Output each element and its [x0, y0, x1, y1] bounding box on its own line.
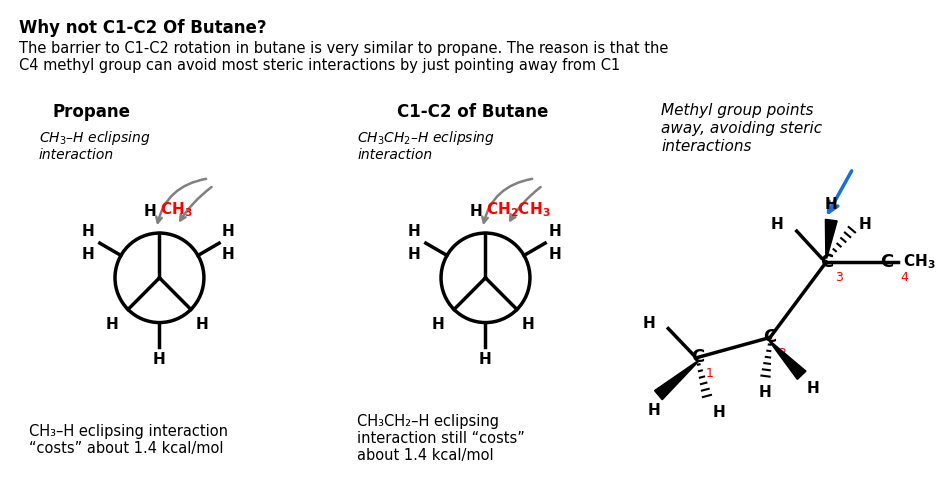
Text: H: H [759, 385, 771, 400]
Text: H: H [771, 216, 784, 232]
Text: interactions: interactions [662, 139, 751, 154]
Text: H: H [153, 352, 166, 367]
Text: Why not C1-C2 Of Butane?: Why not C1-C2 Of Butane? [19, 19, 267, 37]
Text: H: H [713, 405, 726, 420]
Text: away, avoiding steric: away, avoiding steric [662, 121, 822, 136]
Text: H: H [548, 247, 561, 262]
Text: C4 methyl group can avoid most steric interactions by just pointing away from C1: C4 methyl group can avoid most steric in… [19, 58, 620, 73]
Text: interaction: interaction [357, 148, 432, 161]
Text: H: H [431, 317, 445, 333]
Text: H: H [643, 316, 655, 331]
Text: 2: 2 [778, 347, 785, 361]
Text: 1: 1 [706, 368, 714, 380]
Polygon shape [769, 341, 806, 379]
Text: H: H [408, 224, 421, 239]
Text: H: H [470, 204, 482, 219]
Text: H: H [522, 317, 534, 333]
Text: 4: 4 [901, 271, 908, 284]
Text: C: C [764, 329, 777, 346]
Text: H: H [648, 403, 661, 418]
Text: $\mathbf{CH_3}$: $\mathbf{CH_3}$ [160, 200, 194, 219]
Text: The barrier to C1-C2 rotation in butane is very similar to propane. The reason i: The barrier to C1-C2 rotation in butane … [19, 41, 668, 56]
Text: C: C [691, 348, 704, 367]
Text: H: H [222, 224, 235, 239]
Text: CH₃CH₂–H eclipsing: CH₃CH₂–H eclipsing [357, 414, 499, 429]
Text: C1-C2 of Butane: C1-C2 of Butane [396, 103, 548, 121]
Text: H: H [408, 247, 421, 262]
Text: H: H [859, 216, 871, 232]
Polygon shape [654, 361, 699, 400]
Text: H: H [195, 317, 209, 333]
Text: “costs” about 1.4 kcal/mol: “costs” about 1.4 kcal/mol [29, 441, 224, 456]
Text: CH₃–H eclipsing interaction: CH₃–H eclipsing interaction [29, 424, 228, 439]
Text: about 1.4 kcal/mol: about 1.4 kcal/mol [357, 448, 494, 463]
Text: $\mathit{CH_3CH_2}$–H eclipsing: $\mathit{CH_3CH_2}$–H eclipsing [357, 129, 495, 147]
Text: H: H [548, 224, 561, 239]
Polygon shape [825, 219, 837, 258]
Text: Propane: Propane [53, 103, 131, 121]
Text: $\mathbf{CH_2CH_3}$: $\mathbf{CH_2CH_3}$ [486, 200, 551, 219]
Text: $\mathit{CH_3}$–H eclipsing: $\mathit{CH_3}$–H eclipsing [39, 129, 150, 147]
Text: H: H [825, 197, 837, 212]
Text: 3: 3 [835, 271, 843, 284]
Text: C: C [880, 253, 894, 271]
Text: Methyl group points: Methyl group points [662, 103, 814, 118]
Text: H: H [806, 381, 819, 396]
Text: $\mathbf{CH_3}$: $\mathbf{CH_3}$ [903, 252, 936, 271]
Text: H: H [82, 247, 94, 262]
Text: interaction still “costs”: interaction still “costs” [357, 431, 525, 446]
Text: H: H [143, 204, 157, 219]
Text: C: C [819, 253, 833, 271]
Text: H: H [82, 224, 94, 239]
Text: H: H [222, 247, 235, 262]
Text: H: H [480, 352, 492, 367]
Text: H: H [106, 317, 118, 333]
Text: interaction: interaction [39, 148, 114, 161]
